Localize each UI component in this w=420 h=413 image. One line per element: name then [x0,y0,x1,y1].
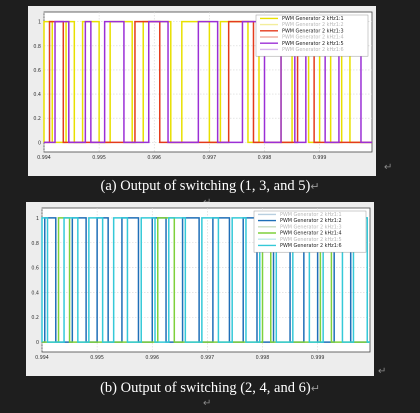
x-tick-label: 0.995 [92,155,106,161]
legend-entry: PWM Generator 2 kHz1:4 [282,35,344,41]
paragraph-mark-icon: ↵ [203,398,212,409]
x-tick-label: 0.996 [145,355,159,361]
x-tick-label: 0.998 [258,155,272,161]
legend-entry: PWM Generator 2 kHz1:2 [282,22,344,28]
x-tick-label: 0.999 [313,155,327,161]
x-tick-label: 0.994 [37,155,51,161]
legend-entry: PWM Generator 2 kHz1:6 [280,243,342,249]
paragraph-mark-icon: ↵ [310,382,320,395]
y-tick-label: 0.4 [31,290,39,296]
y-tick-label: 0 [36,340,39,346]
legend-entry: PWM Generator 2 kHz1:2 [280,218,342,224]
chart-a: 0 0.2 0.4 0.6 0.8 1 0.994 0.995 0.996 0.997 0.998 0… [28,6,376,176]
x-tick-label: 0.994 [35,355,49,361]
y-tick-label: 0.6 [31,266,39,272]
y-tick-label: 0.8 [31,241,39,247]
legend-entry: PWM Generator 2 kHz1:5 [280,237,342,243]
x-tick-label: 0.995 [90,355,104,361]
paragraph-mark-icon: ↵ [384,162,393,173]
caption-a: (a) Output of switching (1, 3, and 5)↵ [0,178,420,195]
y-tick-label: 0.2 [31,315,39,321]
legend-entry: PWM Generator 2 kHz1:6 [282,47,344,53]
caption-a-text: (a) Output of switching (1, 3, and 5) [100,178,311,194]
legend-entry: PWM Generator 2 kHz1:3 [282,28,344,34]
y-tick-label: 1 [38,20,41,26]
chart-b: 0 0.2 0.4 0.6 0.8 1 0.994 0.995 0.996 0.997 0.998 0… [26,202,374,376]
legend-entry: PWM Generator 2 kHz1:1 [282,16,344,22]
paragraph-mark-icon: ↵ [378,366,387,377]
x-tick-label: 0.999 [311,355,325,361]
x-tick-label: 0.997 [201,355,215,361]
y-tick-label: 0 [38,140,41,146]
legend-entry: PWM Generator 2 kHz1:1 [280,212,342,218]
legend-entry: PWM Generator 2 kHz1:4 [280,231,342,237]
x-tick-label: 0.998 [256,355,270,361]
x-tick-label: 0.997 [203,155,217,161]
series-line-2 [42,217,370,343]
caption-b: (b) Output of switching (2, 4, and 6)↵ [0,380,420,397]
series-line-6 [41,217,370,343]
caption-b-text: (b) Output of switching (2, 4, and 6) [100,380,311,396]
y-tick-label: 0.2 [33,116,41,122]
x-tick-label: 0.996 [147,155,161,161]
paragraph-mark-icon: ↵ [310,180,320,193]
y-tick-label: 1 [36,216,39,222]
legend-entry: PWM Generator 2 kHz1:3 [280,224,342,230]
y-tick-label: 0.8 [33,44,41,50]
y-tick-label: 0.4 [33,92,41,98]
y-tick-label: 0.6 [33,68,41,74]
legend-entry: PWM Generator 2 kHz1:5 [282,41,344,47]
